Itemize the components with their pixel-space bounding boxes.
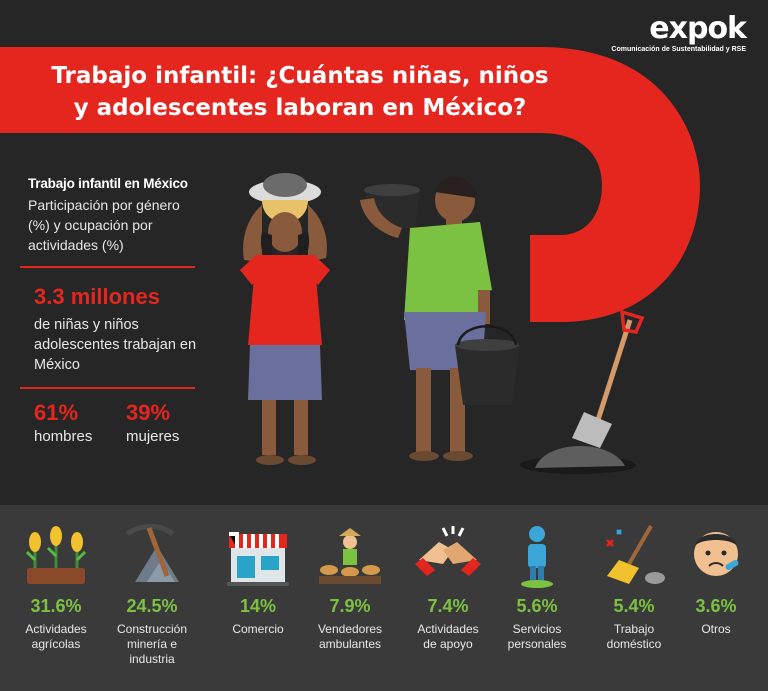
girl-figure xyxy=(240,173,330,465)
activity-label-line: agrícolas xyxy=(31,637,81,651)
summary-heading: Trabajo infantil en México xyxy=(28,176,188,191)
boy-figure xyxy=(360,176,520,461)
activity-value: 31.6% xyxy=(30,596,82,616)
shovel-figure xyxy=(520,309,645,474)
activity-label-line: Vendedores xyxy=(317,622,383,636)
storefront-icon xyxy=(223,520,293,590)
activity-value: 24.5% xyxy=(126,596,178,616)
activity-item: 7.4% Actividades de apoyo xyxy=(398,520,498,652)
activity-label: Comercio xyxy=(208,622,308,637)
red-question-mark-decoration xyxy=(0,47,700,322)
person-icon xyxy=(502,520,572,590)
activity-label: Construcción minería e industria xyxy=(102,622,202,667)
activity-label: Vendedores ambulantes xyxy=(300,622,400,652)
activity-item: 14% Comercio xyxy=(208,520,308,637)
activity-value: 7.4% xyxy=(427,596,469,616)
activity-value: 5.4% xyxy=(613,596,655,616)
activity-label: Actividades agrícolas xyxy=(6,622,106,652)
activity-label-line: Construcción xyxy=(116,622,188,636)
activity-item: 5.4% Trabajo doméstico xyxy=(584,520,684,652)
summary-header: Trabajo infantil en México Participación… xyxy=(28,176,198,255)
activity-label-line: de apoyo xyxy=(423,637,473,651)
activity-label-line: Actividades xyxy=(417,622,479,636)
activity-label-line: Actividades xyxy=(25,622,87,636)
gender-female-label: mujeres xyxy=(126,428,180,445)
activity-label-line: industria xyxy=(129,652,175,666)
children-working-illustration xyxy=(240,173,645,474)
activity-label-line: doméstico xyxy=(606,637,662,651)
activity-item: 5.6% Servicios personales xyxy=(487,520,587,652)
brand-name: expok xyxy=(649,11,747,46)
hero-section: expok Comunicación de Sustentabilidad y … xyxy=(0,11,747,474)
summary-description: Participación por género (%) y ocupación… xyxy=(28,197,180,253)
activity-value: 14% xyxy=(239,596,277,616)
divider-bottom xyxy=(20,387,195,389)
activity-item: 24.5% Construcción minería e industria xyxy=(102,520,202,667)
activity-item: 7.9% Vendedores ambulantes xyxy=(300,520,400,652)
gender-male-label: hombres xyxy=(34,428,93,445)
sick-child-icon xyxy=(681,520,751,590)
street-vendor-icon xyxy=(315,520,385,590)
pickaxe-rocks-icon xyxy=(117,520,187,590)
activity-label-line: Trabajo xyxy=(613,622,655,636)
page-title: Trabajo infantil: ¿Cuántas niñas, niños … xyxy=(0,60,600,124)
corn-crop-icon xyxy=(21,520,91,590)
gender-female-value: 39% xyxy=(126,400,171,425)
title-line-2: y adolescentes laboran en México? xyxy=(73,95,527,121)
brand-tagline: Comunicación de Sustentabilidad y RSE xyxy=(611,46,746,53)
activity-label: Servicios personales xyxy=(487,622,587,652)
activity-label-line: personales xyxy=(507,637,567,651)
divider-top xyxy=(20,266,195,268)
activity-label-line: Servicios xyxy=(512,622,562,636)
activity-label-line: minería e xyxy=(126,637,178,651)
broom-icon xyxy=(599,520,669,590)
activity-label: Otros xyxy=(666,622,766,637)
activity-label-line: Otros xyxy=(701,622,731,636)
activity-item: 3.6% Otros xyxy=(666,520,766,637)
activity-value: 3.6% xyxy=(695,596,737,616)
activity-label-line: Comercio xyxy=(232,622,284,636)
brand-logo: expok Comunicación de Sustentabilidad y … xyxy=(611,11,747,54)
activity-item: 31.6% Actividades agrícolas xyxy=(6,520,106,652)
title-line-1: Trabajo infantil: ¿Cuántas niñas, niños xyxy=(51,63,549,89)
activity-label: Actividades de apoyo xyxy=(398,622,498,652)
activity-label: Trabajo doméstico xyxy=(584,622,684,652)
activity-value: 5.6% xyxy=(516,596,558,616)
activity-label-line: ambulantes xyxy=(318,637,382,651)
gender-male-value: 61% xyxy=(34,400,79,425)
total-description: de niñas y niños adolescentes trabajan e… xyxy=(34,317,197,373)
total-value: 3.3 millones xyxy=(34,284,160,309)
activities-panel xyxy=(0,505,768,691)
handshake-icon xyxy=(413,520,483,590)
activity-value: 7.9% xyxy=(329,596,371,616)
